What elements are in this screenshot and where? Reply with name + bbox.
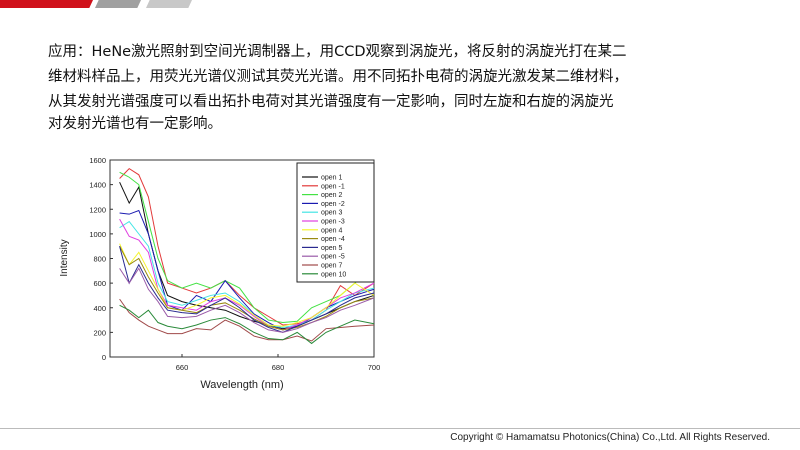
legend-box <box>296 162 375 283</box>
x-axis-label: Wavelength (nm) <box>200 379 283 391</box>
y-tick-label: 0 <box>102 353 106 362</box>
y-tick-label: 200 <box>93 328 106 337</box>
header-bar-gray <box>95 0 141 8</box>
header-bar-light-gray <box>146 0 192 8</box>
footer-divider <box>0 428 800 429</box>
legend-label: open 7 <box>321 263 343 270</box>
series-line-open-4 <box>119 245 375 331</box>
legend-label: open -5 <box>321 254 345 261</box>
legend-label: open 10 <box>321 271 346 278</box>
text-line: 对发射光谱也有一定影响。 <box>48 116 222 132</box>
x-tick-label: 700 <box>368 363 381 372</box>
y-tick-label: 600 <box>93 279 106 288</box>
y-tick-label: 1200 <box>89 205 106 214</box>
y-tick-label: 800 <box>93 255 106 264</box>
legend-label: open 5 <box>321 245 343 252</box>
series-line-open2 <box>119 171 375 324</box>
y-axis-label: Intensity <box>59 239 70 276</box>
y-tick-label: 400 <box>93 304 106 313</box>
legend-label: open -3 <box>321 219 345 226</box>
x-tick-label: 680 <box>272 363 285 372</box>
series-line-open4 <box>119 243 375 327</box>
legend-label: open 1 <box>321 175 343 182</box>
text-line: 维材料样品上，用荧光光谱仪测试其荧光光谱。用不同拓扑电荷的涡旋光激发某二维材料， <box>48 69 628 85</box>
legend-label: open -1 <box>321 183 345 190</box>
x-tick-label: 660 <box>176 363 189 372</box>
series-line-open-5 <box>119 267 375 333</box>
description-text: 应用：HeNe激光照射到空间光调制器上，用CCD观察到涡旋光，将反射的涡旋光打在… <box>48 40 768 133</box>
copyright-text: Copyright © Hamamatsu Photonics(China) C… <box>450 432 770 443</box>
series-line-open7 <box>119 298 375 342</box>
y-tick-label: 1000 <box>89 230 106 239</box>
header-bar-red <box>0 0 93 8</box>
legend-label: open -4 <box>321 236 345 243</box>
series-line-open10 <box>119 304 375 345</box>
text-line: 从其发射光谱强度可以看出拓扑电荷对其光谱强度有一定影响，同时左旋和右旋的涡旋光 <box>48 94 614 110</box>
legend-label: open -2 <box>321 201 345 208</box>
series-line-open3 <box>119 220 375 328</box>
series-line-open5 <box>119 246 375 333</box>
legend-label: open 3 <box>321 210 343 217</box>
legend-label: open 4 <box>321 227 343 234</box>
y-tick-label: 1400 <box>89 181 106 190</box>
legend-label: open 2 <box>321 192 343 199</box>
text-line: 应用：HeNe激光照射到空间光调制器上，用CCD观察到涡旋光，将反射的涡旋光打在… <box>48 44 627 60</box>
y-tick-label: 1600 <box>89 156 106 165</box>
